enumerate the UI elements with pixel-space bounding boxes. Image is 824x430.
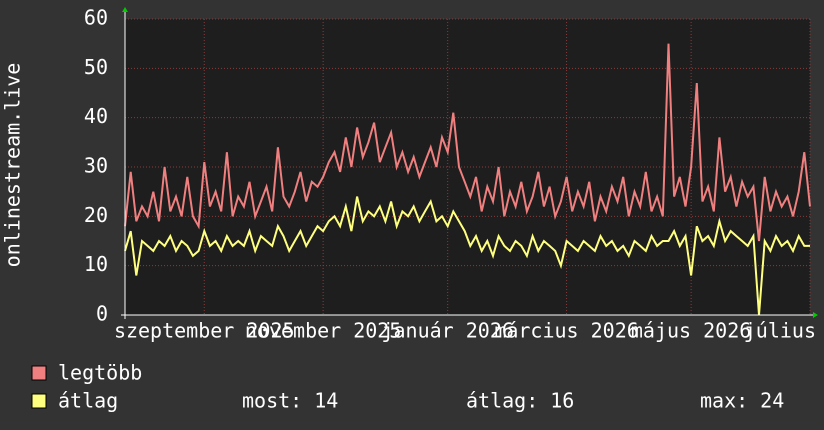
axis-arrow (122, 7, 128, 12)
y-tick-label: 60 (84, 6, 108, 30)
stat-label: max: (700, 389, 748, 413)
x-tick-label: március 2026 (494, 319, 639, 343)
y-axis-label: onlinestream.live (1, 63, 25, 268)
x-tick-label: május 2026 (631, 319, 751, 343)
data-line (124, 43, 811, 242)
stat-value: 24 (760, 389, 784, 413)
legend-swatch (31, 393, 47, 409)
y-tick-label: 0 (96, 302, 108, 326)
axis-arrow (813, 312, 818, 318)
legend-label: legtöbb (58, 361, 142, 385)
stat-value: 16 (550, 389, 574, 413)
y-tick-label: 10 (84, 252, 108, 276)
y-tick-label: 20 (84, 203, 108, 227)
y-tick-label: 50 (84, 55, 108, 79)
legend-swatch (31, 365, 47, 381)
x-tick-label: január 2026 (381, 319, 513, 343)
y-tick-label: 40 (84, 104, 108, 128)
x-tick-label: szeptember 2025 (114, 319, 295, 343)
data-line (124, 196, 810, 316)
stat-label: átlag: (466, 389, 538, 413)
x-tick-label: november 2025 (245, 319, 402, 343)
stat-value: 14 (314, 389, 338, 413)
y-tick-label: 30 (84, 154, 108, 178)
stat-label: most: (242, 389, 302, 413)
x-tick-label: július 2026 (744, 319, 824, 343)
legend-label: átlag (58, 389, 118, 413)
